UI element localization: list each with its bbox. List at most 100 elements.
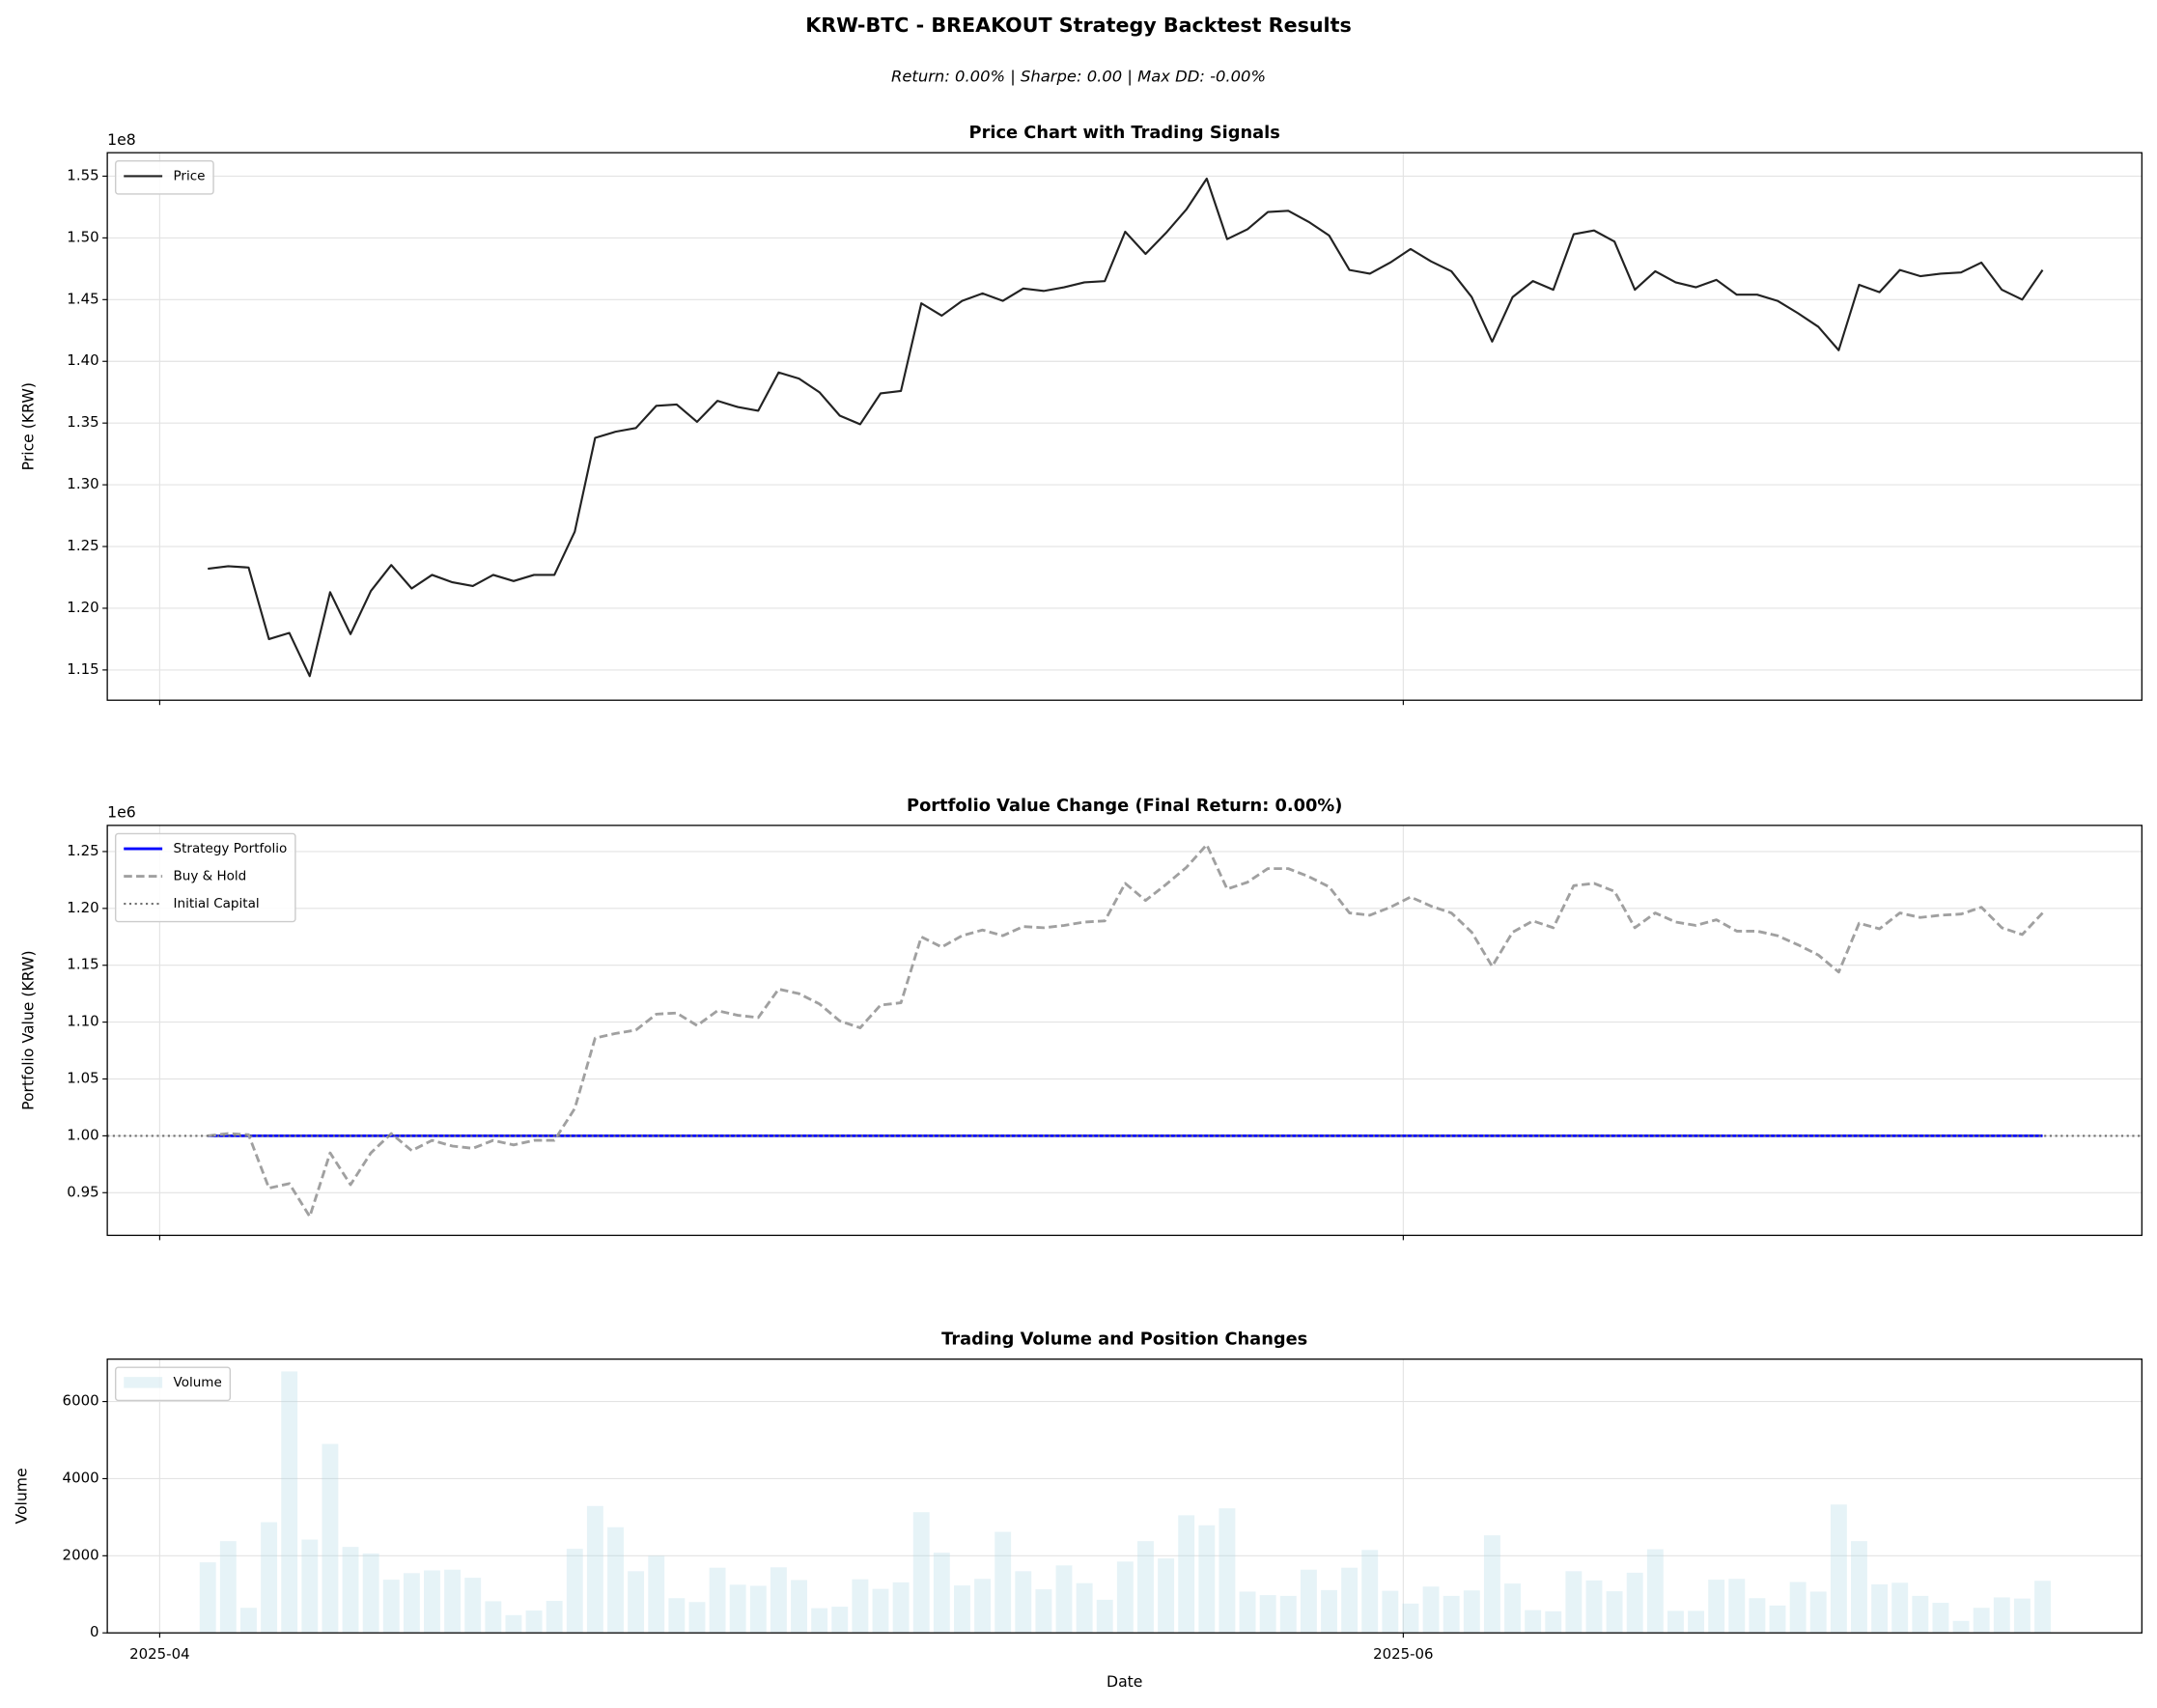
bar [2034,1581,2051,1634]
bar [1279,1595,1297,1634]
y-tick-label: 1.55 [67,166,98,183]
bar [586,1505,603,1634]
bar [485,1601,502,1634]
bar [1667,1610,1684,1634]
legend-box [114,832,296,923]
bar [1300,1569,1317,1634]
bar [1789,1582,1807,1634]
bar [199,1562,216,1634]
bar [546,1601,563,1634]
y-tick-label: 1.30 [67,475,98,492]
y-axis-label: Portfolio Value (KRW) [18,950,37,1110]
bar [974,1579,992,1634]
bar [1116,1561,1134,1634]
bar [1973,1608,1990,1634]
bar [1076,1582,1093,1634]
bar [1504,1583,1521,1634]
bar [1158,1558,1175,1634]
bar [1585,1580,1603,1634]
bar [1055,1565,1073,1634]
bar [872,1588,889,1634]
bar [424,1570,440,1634]
bar [1402,1603,1419,1634]
axes-frame [106,152,2143,701]
bar [281,1371,298,1634]
bar [1932,1603,1949,1634]
y-tick-label: 1.25 [67,537,98,554]
bar [322,1443,339,1634]
y-tick-label: 1.00 [67,1126,98,1143]
bar [1749,1598,1766,1634]
bar [791,1580,807,1634]
bar [1952,1620,1970,1634]
bar [729,1584,746,1634]
bar [464,1578,482,1634]
bar [1993,1597,2010,1634]
bar [1321,1589,1337,1634]
bar [1035,1589,1052,1634]
y-tick-label: 6000 [63,1392,99,1410]
bar [525,1610,543,1634]
bar [994,1531,1012,1634]
x-axis-label: Date [1107,1672,1142,1691]
bar [1606,1591,1623,1634]
bar [1728,1579,1746,1634]
legend-label: Buy & Hold [174,869,247,884]
bar [648,1555,665,1634]
bar [1422,1586,1440,1634]
bar [382,1580,400,1634]
bar [1545,1610,1562,1634]
bar [1239,1591,1256,1634]
bar [1688,1610,1705,1634]
y-tick-label: 1.15 [67,660,98,678]
bar [1137,1541,1154,1634]
y-tick-label: 0 [90,1623,99,1640]
bar [933,1553,950,1634]
bar [444,1569,462,1634]
bar [628,1571,645,1634]
bar [1178,1515,1195,1634]
bar [668,1598,686,1634]
y-tick-label: 1.35 [67,413,98,431]
bar [749,1585,767,1634]
bar [1565,1571,1583,1634]
legend: Volume [114,1366,232,1402]
legend: Strategy Portfolio Buy & Hold Initial Capi… [114,832,296,923]
legend-label: Volume [174,1375,222,1390]
bar [2013,1598,2031,1634]
bar [1871,1583,1889,1634]
y-tick-label: 1.25 [67,842,98,859]
legend-label: Initial Capital [174,896,260,911]
figure-title: KRW-BTC - BREAKOUT Strategy Backtest Res… [805,14,1352,37]
bar [1361,1550,1379,1634]
y-tick-label: 1.40 [67,351,98,369]
bar [852,1579,869,1634]
y-tick-label: 1.45 [67,290,98,307]
line-series [208,177,2044,678]
legend-box [114,160,214,195]
bar [709,1567,726,1634]
y-tick-label: 1.15 [67,956,98,973]
y-offset-label: 1e6 [107,803,136,822]
bar [219,1541,237,1634]
y-tick-label: 2000 [63,1546,99,1563]
subplot-title: Price Chart with Trading Signals [969,123,1280,143]
x-tick-label: 2025-04 [129,1645,189,1663]
bar [505,1614,522,1634]
y-tick-label: 1.05 [67,1070,98,1087]
y-tick-label: 4000 [63,1469,99,1486]
bar [1382,1590,1399,1634]
bar [1015,1571,1032,1634]
x-tick-label: 2025-06 [1373,1645,1433,1663]
bar [954,1585,970,1634]
bar [1851,1541,1867,1634]
axes-frame [106,825,2143,1237]
bar [1259,1595,1276,1634]
bar [1626,1572,1643,1634]
line-series [208,843,2044,1218]
bar [1341,1567,1359,1634]
bar [1646,1549,1664,1634]
legend-label: Price [174,168,206,183]
